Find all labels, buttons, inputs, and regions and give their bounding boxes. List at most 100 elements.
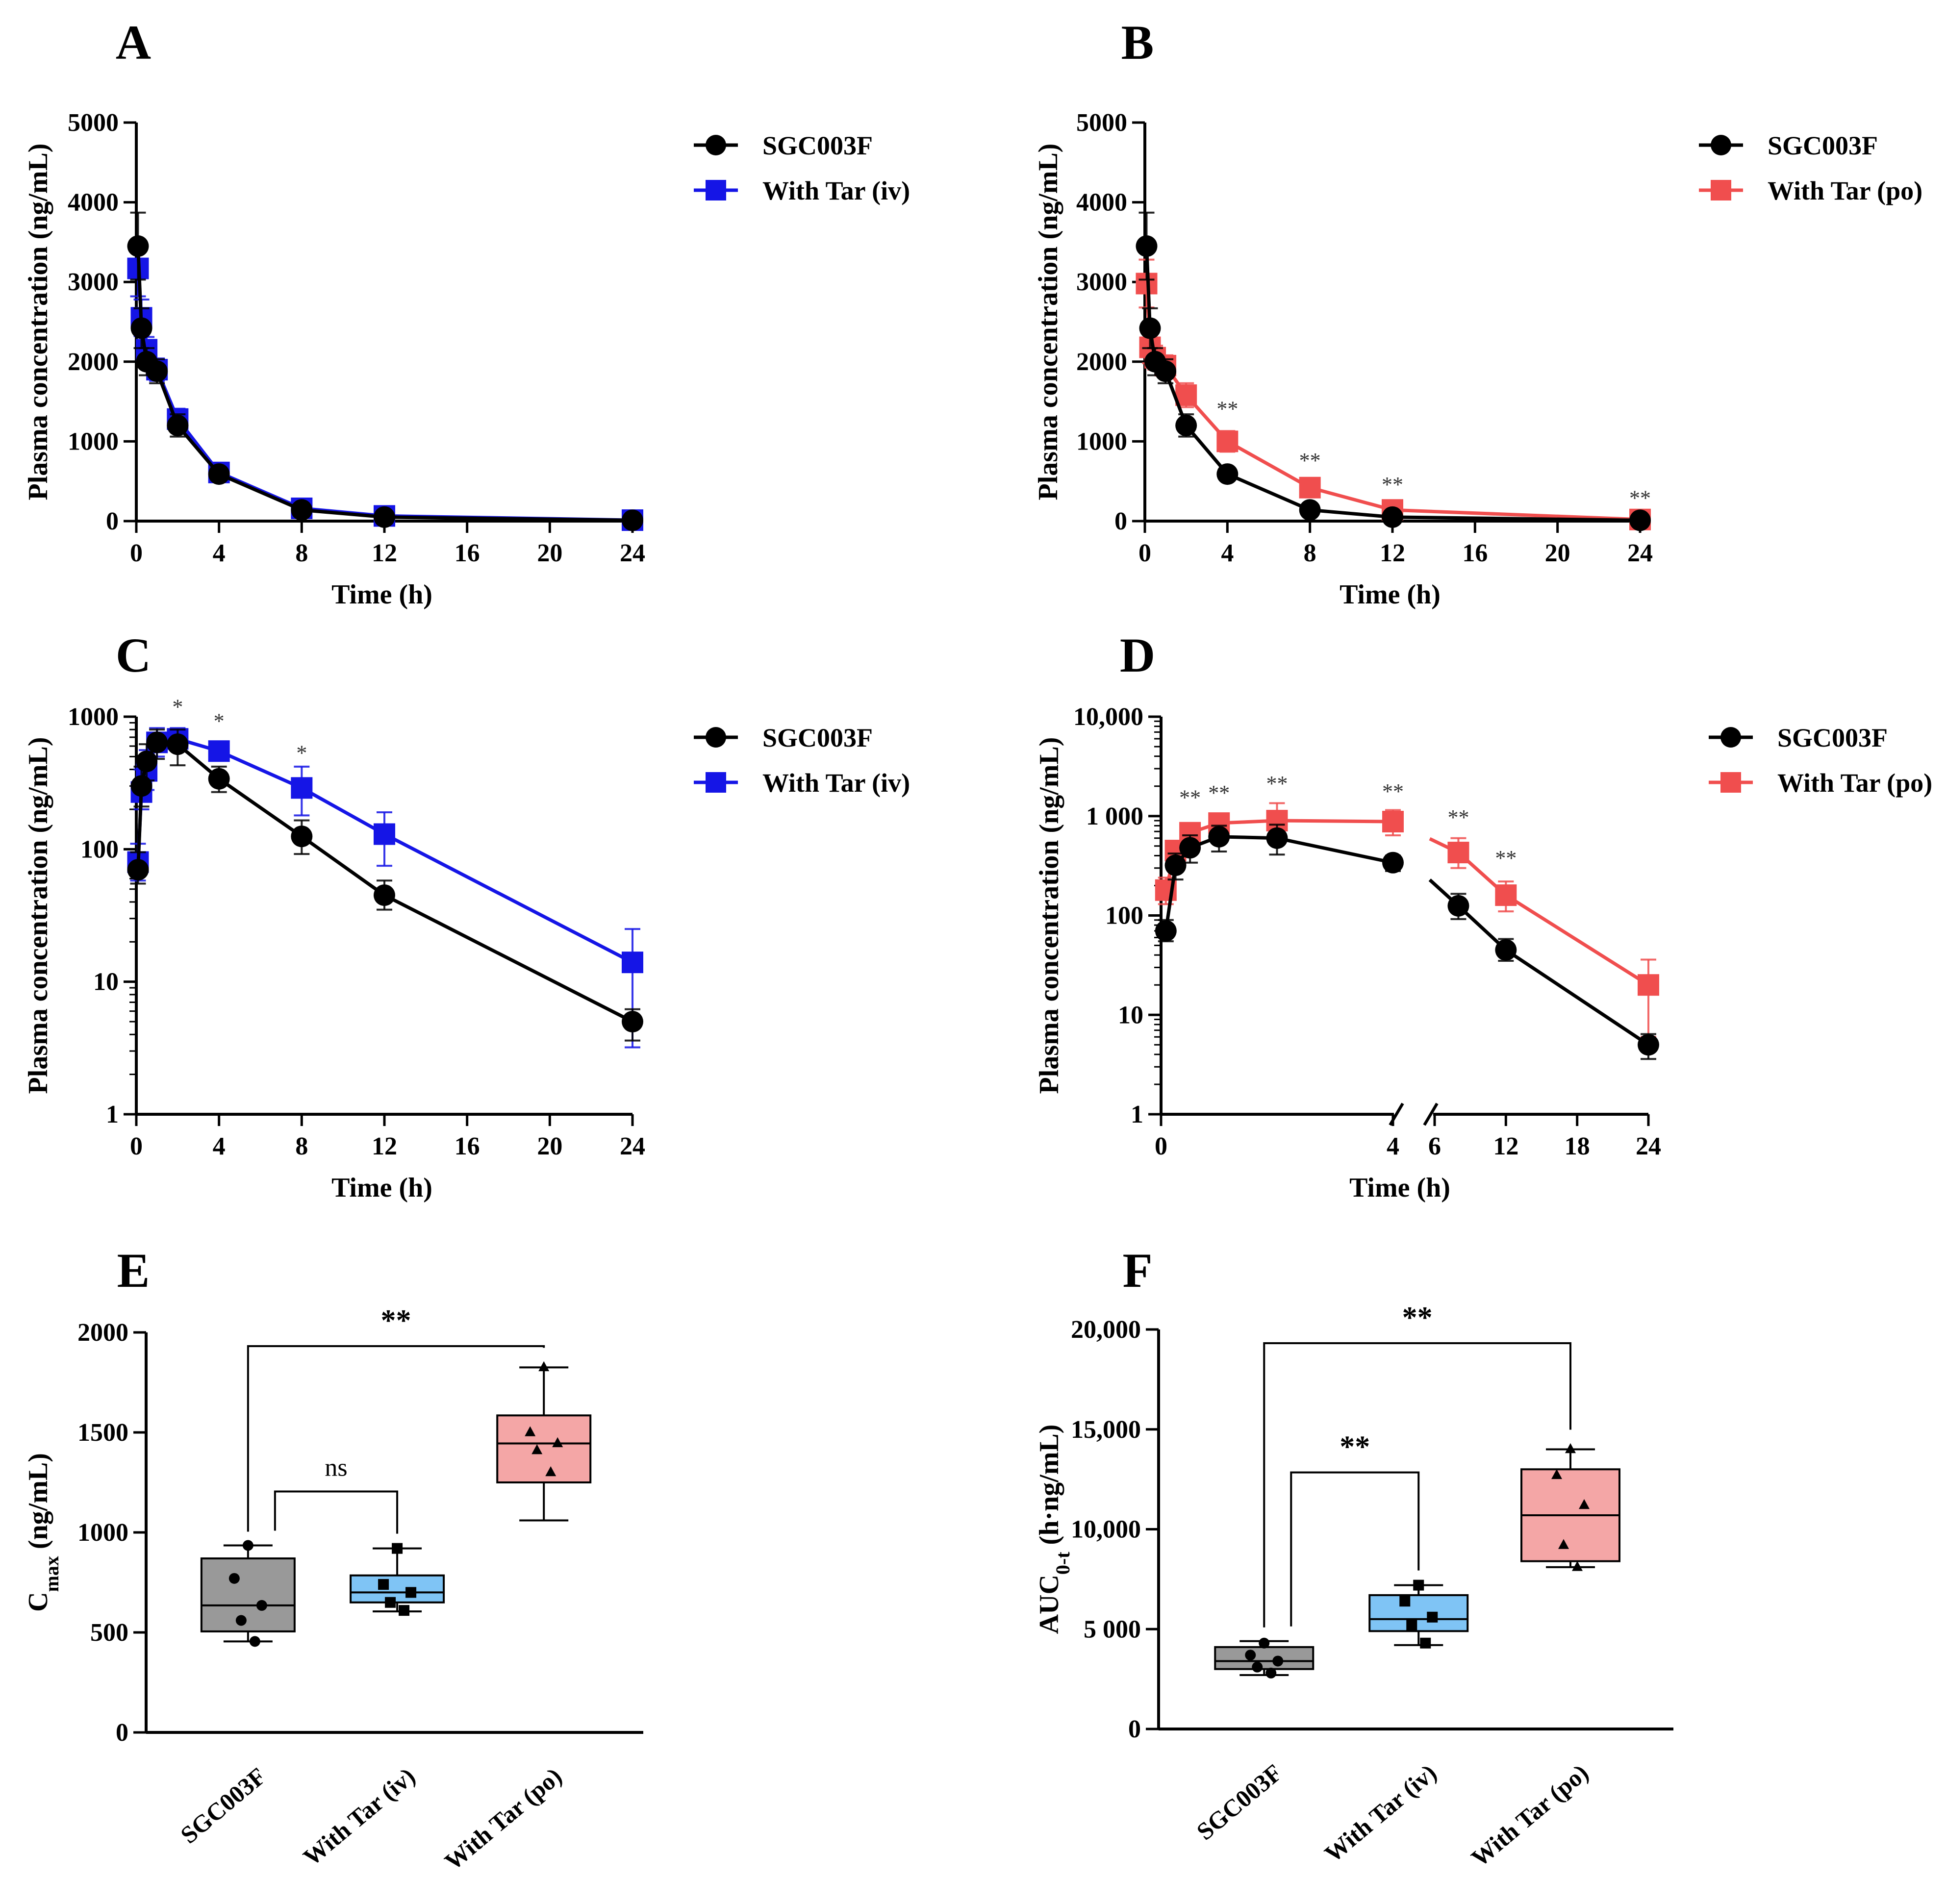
x-tick-label-D: 24 xyxy=(1636,1132,1661,1160)
x-tick-label-D: 4 xyxy=(1387,1132,1399,1160)
box-point-F xyxy=(1399,1596,1411,1607)
data-point-C xyxy=(374,823,395,845)
x-tick-label-D: 18 xyxy=(1565,1132,1590,1160)
y-tick-label-E: 0 xyxy=(116,1719,128,1747)
x-tick-label-C: 4 xyxy=(213,1132,226,1160)
data-point-C xyxy=(208,768,230,790)
legend-label-A: With Tar (iv) xyxy=(762,176,910,205)
x-tick-label-C: 8 xyxy=(295,1132,308,1160)
y-tick-label-A: 0 xyxy=(106,507,119,535)
box-point-F xyxy=(1245,1650,1256,1661)
legend-marker-C xyxy=(706,772,726,793)
axis-break-mark-D xyxy=(1423,1102,1439,1126)
box-point-F xyxy=(1420,1637,1431,1649)
significance-mark-B: ** xyxy=(1382,473,1403,497)
legend-label-D: SGC003F xyxy=(1777,723,1888,752)
significance-bracket-E xyxy=(274,1490,399,1534)
y-tick-label-A: 1000 xyxy=(68,427,119,455)
significance-bracket-E xyxy=(247,1345,545,1532)
box-point-E xyxy=(256,1600,267,1611)
y-tick-label-A: 3000 xyxy=(68,268,119,296)
data-point-A xyxy=(167,414,189,436)
x-tick-label-C: 0 xyxy=(130,1132,143,1160)
series-line-D xyxy=(1164,835,1393,931)
y-axis-title-C: Plasma concentration (ng/mL) xyxy=(23,737,53,1094)
x-tick-label-A: 20 xyxy=(537,539,562,567)
box-point-F xyxy=(1427,1611,1438,1623)
data-point-C xyxy=(291,777,313,799)
box-point-E xyxy=(538,1361,550,1372)
data-point-C xyxy=(291,826,313,848)
data-point-B xyxy=(1299,499,1321,521)
series-line-D xyxy=(1429,837,1649,987)
panel-letter-D: D xyxy=(1120,628,1155,682)
legend-label-A: SGC003F xyxy=(762,131,873,160)
box-point-F xyxy=(1413,1579,1424,1591)
box-E xyxy=(200,1557,296,1632)
box-point-E xyxy=(545,1466,556,1477)
data-point-B xyxy=(1136,235,1158,257)
x-tick-label-D: 12 xyxy=(1493,1132,1518,1160)
data-point-B xyxy=(1299,476,1321,499)
box-point-F xyxy=(1579,1499,1590,1509)
data-point-C xyxy=(622,1011,643,1033)
data-point-A xyxy=(622,509,643,531)
box-point-F xyxy=(1551,1469,1562,1479)
x-axis-title-A: Time (h) xyxy=(331,579,432,610)
x-tick-label-A: 4 xyxy=(213,539,226,567)
box-point-E xyxy=(399,1605,410,1616)
y-tick-label-F: 10,000 xyxy=(1071,1516,1141,1544)
category-label-F: With Tar (iv) xyxy=(1319,1759,1442,1868)
data-point-C xyxy=(130,775,152,797)
box-point-E xyxy=(405,1587,417,1598)
box-point-E xyxy=(235,1615,247,1626)
significance-bracket-F xyxy=(1263,1342,1571,1628)
box-point-E xyxy=(242,1540,253,1551)
y-tick-label-D: 10 xyxy=(1118,1001,1143,1029)
x-tick-label-B: 24 xyxy=(1627,539,1653,567)
y-tick-label-F: 0 xyxy=(1128,1715,1141,1743)
y-tick-label-F: 15,000 xyxy=(1071,1416,1141,1444)
panel-letter-E: E xyxy=(117,1243,150,1298)
x-tick-label-A: 8 xyxy=(295,539,308,567)
box-F xyxy=(1368,1594,1469,1632)
x-tick-label-D: 0 xyxy=(1155,1132,1167,1160)
significance-mark-D: ** xyxy=(1266,772,1288,796)
x-tick-label-B: 20 xyxy=(1545,539,1570,567)
legend-marker-B xyxy=(1711,135,1731,155)
x-tick-label-C: 24 xyxy=(620,1132,645,1160)
data-point-D xyxy=(1382,811,1404,833)
data-point-D xyxy=(1638,974,1659,996)
x-tick-label-A: 16 xyxy=(455,539,480,567)
data-point-A xyxy=(130,317,152,339)
data-point-D xyxy=(1447,895,1469,917)
x-tick-label-D: 6 xyxy=(1428,1132,1441,1160)
category-label-E: SGC003F xyxy=(175,1762,271,1849)
y-tick-label-A: 2000 xyxy=(68,348,119,376)
y-axis-title-D: Plasma concentration (ng/mL) xyxy=(1034,737,1064,1094)
significance-bracket-F xyxy=(1290,1471,1420,1627)
panel-letter-C: C xyxy=(116,628,151,682)
data-point-C xyxy=(136,751,158,773)
box-point-E xyxy=(552,1437,563,1448)
box-point-F xyxy=(1565,1443,1576,1453)
y-tick-label-D: 100 xyxy=(1105,902,1143,930)
box-point-E xyxy=(392,1543,403,1554)
y-tick-label-E: 500 xyxy=(90,1619,128,1647)
legend-label-D: With Tar (po) xyxy=(1777,768,1932,798)
box-point-E xyxy=(525,1426,536,1436)
box-point-E xyxy=(531,1444,543,1454)
data-point-B xyxy=(1139,317,1161,339)
y-tick-label-B: 4000 xyxy=(1076,189,1127,217)
panel-letter-A: A xyxy=(116,15,151,70)
panel-letter-B: B xyxy=(1121,15,1154,70)
data-point-A xyxy=(208,463,230,485)
data-point-B xyxy=(1155,360,1177,382)
y-tick-label-D: 10,000 xyxy=(1073,703,1143,731)
y-tick-label-E: 2000 xyxy=(77,1319,128,1347)
box-point-F xyxy=(1252,1661,1263,1673)
data-point-D xyxy=(1164,854,1187,877)
y-tick-label-C: 1000 xyxy=(68,703,119,731)
category-label-F: With Tar (po) xyxy=(1466,1759,1593,1872)
significance-mark-C: * xyxy=(214,709,225,733)
